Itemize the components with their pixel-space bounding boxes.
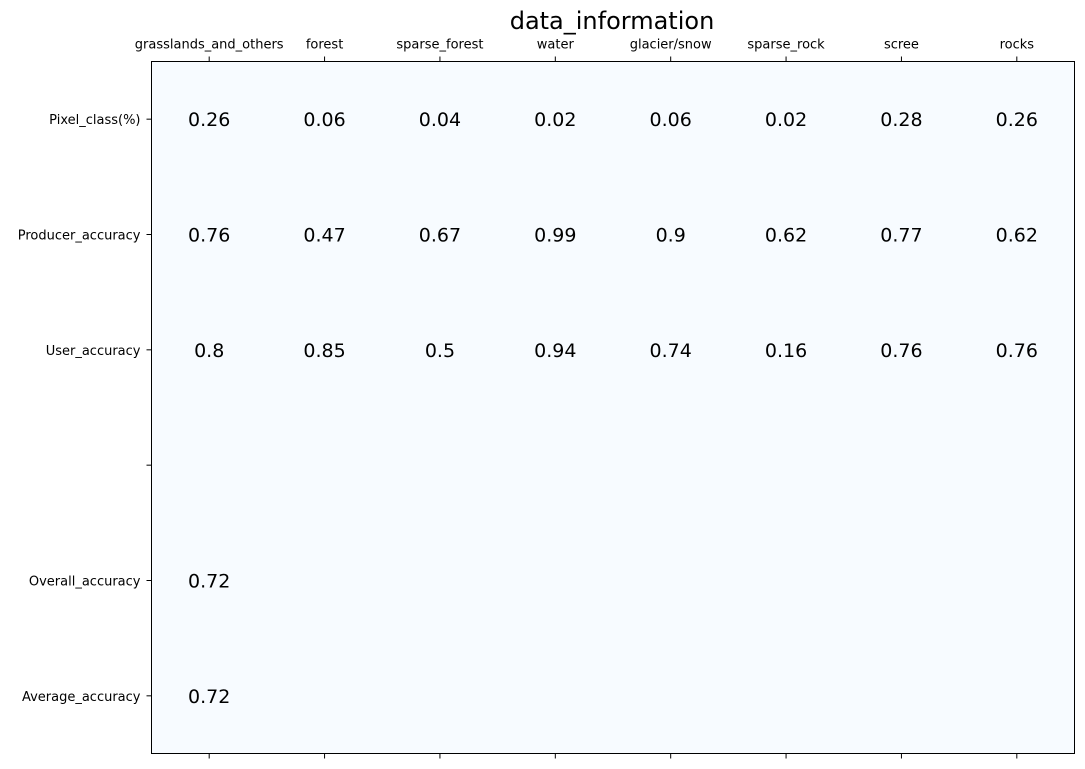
plot-area bbox=[151, 61, 1075, 754]
column-label: forest bbox=[306, 38, 343, 53]
cell-value: 0.74 bbox=[650, 340, 692, 362]
column-label: sparse_forest bbox=[396, 38, 483, 53]
row-label: Pixel_class(%) bbox=[49, 113, 140, 128]
cell-value: 0.47 bbox=[303, 225, 345, 247]
cell-value: 0.77 bbox=[880, 225, 922, 247]
top-axis-ticks: grasslands_and_others forest sparse_forest… bbox=[135, 38, 1034, 62]
column-label: sparse_rock bbox=[747, 38, 825, 53]
row-label: Producer_accuracy bbox=[18, 229, 141, 244]
cell-value: 0.9 bbox=[656, 225, 686, 247]
cell-value: 0.5 bbox=[425, 340, 455, 362]
cell-value: 0.76 bbox=[188, 225, 230, 247]
chart-title: data_information bbox=[510, 7, 715, 35]
cell-value: 0.04 bbox=[419, 109, 461, 131]
cell-value: 0.26 bbox=[996, 109, 1038, 131]
left-axis-ticks: Pixel_class(%) Producer_accuracy User_accu… bbox=[18, 113, 152, 705]
cell-value: 0.02 bbox=[765, 109, 807, 131]
row-label: Overall_accuracy bbox=[29, 575, 141, 590]
cell-value: 0.62 bbox=[996, 225, 1038, 247]
cell-value: 0.76 bbox=[880, 340, 922, 362]
column-label: scree bbox=[884, 38, 919, 53]
row-label: User_accuracy bbox=[46, 344, 141, 359]
cell-value: 0.16 bbox=[765, 340, 807, 362]
cell-value: 0.72 bbox=[188, 686, 230, 708]
cell-value: 0.28 bbox=[880, 109, 922, 131]
table-cells: 0.26 0.06 0.04 0.02 0.06 0.02 0.28 0.26 0.76 0.47… bbox=[188, 109, 1038, 708]
cell-value: 0.26 bbox=[188, 109, 230, 131]
cell-value: 0.02 bbox=[534, 109, 576, 131]
column-label: rocks bbox=[1000, 38, 1035, 53]
cell-value: 0.06 bbox=[650, 109, 692, 131]
cell-value: 0.85 bbox=[303, 340, 345, 362]
cell-value: 0.76 bbox=[996, 340, 1038, 362]
column-label: water bbox=[537, 38, 575, 53]
column-label: grasslands_and_others bbox=[135, 38, 284, 53]
cell-value: 0.06 bbox=[303, 109, 345, 131]
cell-value: 0.62 bbox=[765, 225, 807, 247]
cell-value: 0.67 bbox=[419, 225, 461, 247]
row-label: Average_accuracy bbox=[22, 690, 141, 705]
cell-value: 0.94 bbox=[534, 340, 576, 362]
bottom-axis-ticks bbox=[208, 753, 1018, 759]
cell-value: 0.99 bbox=[534, 225, 576, 247]
cell-value: 0.8 bbox=[194, 340, 224, 362]
column-label: glacier/snow bbox=[630, 38, 712, 53]
cell-value: 0.72 bbox=[188, 571, 230, 593]
